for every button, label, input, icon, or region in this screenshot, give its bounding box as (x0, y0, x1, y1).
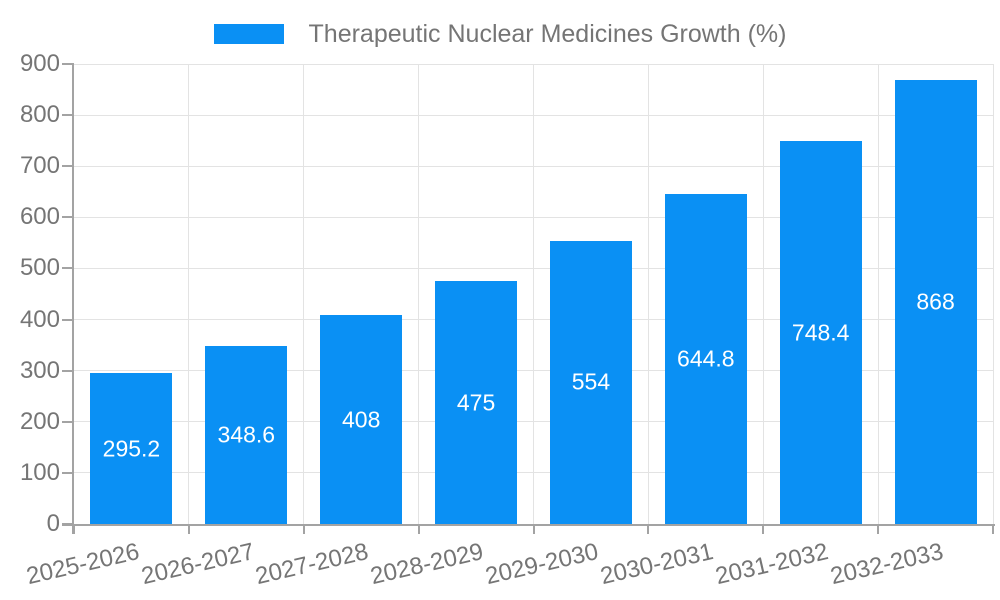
x-axis-tick (647, 524, 650, 534)
y-axis-tick-label: 200 (19, 407, 60, 435)
bar-value-label: 554 (571, 368, 611, 395)
x-axis-category-label: 2029-2030 (483, 538, 602, 591)
x-axis-category-label: 2030-2031 (597, 538, 716, 591)
x-axis-category-label: 2027-2028 (253, 538, 372, 591)
x-axis-category-label: 2032-2033 (827, 538, 946, 591)
y-axis-tick (62, 216, 74, 219)
x-axis-tick (877, 524, 880, 534)
y-axis-tick (62, 63, 74, 65)
gridline-vertical (188, 64, 190, 524)
gridline-vertical (303, 64, 305, 524)
x-axis-tick (762, 524, 765, 534)
y-axis-tick-label: 100 (19, 458, 60, 486)
y-axis-tick-label: 400 (19, 305, 60, 333)
y-axis-tick (62, 165, 74, 168)
y-axis-tick-label: 300 (19, 356, 60, 384)
x-axis-category-label: 2028-2029 (368, 538, 487, 591)
y-axis-tick-label: 600 (19, 203, 60, 231)
y-axis-tick-label: 500 (19, 254, 60, 282)
y-axis-tick-label: 700 (19, 152, 60, 180)
gridline-vertical (647, 64, 649, 524)
gridline-vertical (992, 64, 994, 524)
y-axis-tick-label: 900 (19, 50, 60, 77)
x-axis-category-label: 2025-2026 (23, 538, 142, 591)
x-axis-tick (417, 524, 420, 534)
bar-value-label: 748.4 (791, 319, 850, 346)
x-axis-tick (73, 524, 75, 534)
x-axis-line (62, 524, 995, 526)
x-axis-tick (532, 524, 535, 534)
y-axis-tick-label: 800 (19, 101, 60, 129)
y-axis-tick (62, 114, 74, 117)
bar[interactable]: 868 (894, 80, 977, 524)
y-axis-tick (62, 318, 74, 321)
y-axis-tick (62, 267, 74, 270)
legend-item[interactable]: Therapeutic Nuclear Medicines Growth (%) (213, 20, 787, 48)
bar-value-label: 644.8 (677, 345, 735, 372)
bar-value-label: 295.2 (102, 435, 161, 462)
y-axis-line (72, 63, 74, 534)
bar-value-label: 475 (456, 389, 496, 416)
gridline-vertical (418, 64, 420, 524)
legend-swatch-icon (213, 24, 284, 44)
legend-label: Therapeutic Nuclear Medicines Growth (%) (308, 20, 787, 48)
bar[interactable]: 475 (435, 281, 518, 524)
x-axis-tick (302, 524, 305, 534)
y-axis-tick (62, 471, 74, 474)
x-axis-category-label: 2026-2027 (138, 538, 257, 591)
gridline-vertical (762, 64, 764, 524)
bar[interactable]: 348.6 (205, 345, 288, 524)
bar[interactable]: 554 (549, 240, 632, 524)
x-axis-tick (992, 524, 994, 534)
bar-value-label: 348.6 (217, 421, 276, 448)
gridline-vertical (533, 64, 534, 524)
x-axis-category-label: 2031-2032 (712, 538, 831, 591)
bar[interactable]: 295.2 (90, 373, 173, 524)
bar-value-label: 868 (916, 288, 955, 315)
x-axis-tick (187, 524, 190, 534)
bar[interactable]: 408 (320, 315, 403, 524)
bar[interactable]: 748.4 (779, 141, 862, 524)
bar-value-label: 408 (342, 406, 381, 433)
y-axis-tick-label: 0 (46, 510, 60, 537)
bar[interactable]: 644.8 (664, 194, 747, 524)
y-axis-tick (62, 420, 74, 423)
y-axis-tick (62, 369, 74, 372)
gridline-vertical (877, 64, 879, 524)
